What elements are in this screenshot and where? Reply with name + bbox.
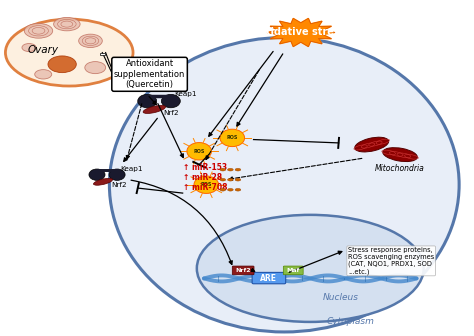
- Text: ROS: ROS: [193, 149, 205, 154]
- Text: ↑ miR-153: ↑ miR-153: [182, 163, 227, 172]
- Ellipse shape: [228, 168, 233, 171]
- Text: Keap1: Keap1: [120, 166, 142, 172]
- Text: Maf: Maf: [287, 268, 300, 273]
- Ellipse shape: [35, 70, 52, 79]
- FancyBboxPatch shape: [283, 266, 303, 275]
- Circle shape: [220, 129, 245, 146]
- Text: Nrf2: Nrf2: [164, 110, 179, 116]
- Ellipse shape: [24, 24, 53, 38]
- Ellipse shape: [220, 168, 226, 171]
- Text: Mitochondria: Mitochondria: [375, 164, 425, 173]
- Ellipse shape: [48, 56, 76, 73]
- Circle shape: [187, 142, 211, 160]
- Polygon shape: [267, 18, 335, 47]
- Ellipse shape: [85, 61, 106, 74]
- Text: Nucleus: Nucleus: [323, 293, 359, 302]
- Ellipse shape: [235, 178, 241, 181]
- Ellipse shape: [220, 188, 226, 191]
- Bar: [100, 52, 105, 55]
- Ellipse shape: [5, 19, 133, 86]
- Ellipse shape: [220, 178, 226, 181]
- Circle shape: [161, 94, 180, 108]
- Ellipse shape: [228, 188, 233, 191]
- Text: Ovary: Ovary: [28, 45, 59, 54]
- Text: Stress response proteins,
ROS scavenging enzymes
(CAT, NQO1, PRDX1, SOD
...etc.): Stress response proteins, ROS scavenging…: [348, 247, 434, 275]
- Circle shape: [89, 169, 105, 180]
- FancyBboxPatch shape: [232, 266, 254, 275]
- Text: Nrf2: Nrf2: [111, 182, 127, 187]
- Circle shape: [194, 176, 219, 194]
- Ellipse shape: [93, 178, 112, 185]
- Text: Antioxidant
supplementation
(Quercetin): Antioxidant supplementation (Quercetin): [114, 59, 185, 89]
- Text: Cytoplasm: Cytoplasm: [327, 317, 374, 326]
- Ellipse shape: [355, 137, 389, 152]
- Ellipse shape: [54, 17, 80, 31]
- Ellipse shape: [22, 44, 36, 51]
- Ellipse shape: [143, 106, 165, 114]
- Text: ROS: ROS: [201, 182, 212, 187]
- Text: Oxidative stress: Oxidative stress: [256, 28, 346, 38]
- Ellipse shape: [383, 148, 417, 162]
- Ellipse shape: [228, 178, 233, 181]
- FancyBboxPatch shape: [252, 272, 286, 284]
- Ellipse shape: [79, 34, 102, 47]
- Text: ↑ miR-708: ↑ miR-708: [182, 183, 227, 192]
- Circle shape: [138, 94, 156, 108]
- Ellipse shape: [235, 188, 241, 191]
- Circle shape: [109, 169, 125, 180]
- Ellipse shape: [197, 215, 424, 322]
- Text: ARE: ARE: [260, 274, 277, 283]
- Text: ↑ miR-28: ↑ miR-28: [182, 173, 222, 182]
- Ellipse shape: [109, 38, 459, 332]
- Text: Nrf2: Nrf2: [235, 268, 251, 273]
- Ellipse shape: [235, 168, 241, 171]
- Text: Keap1: Keap1: [174, 91, 197, 97]
- Text: ROS: ROS: [227, 135, 238, 140]
